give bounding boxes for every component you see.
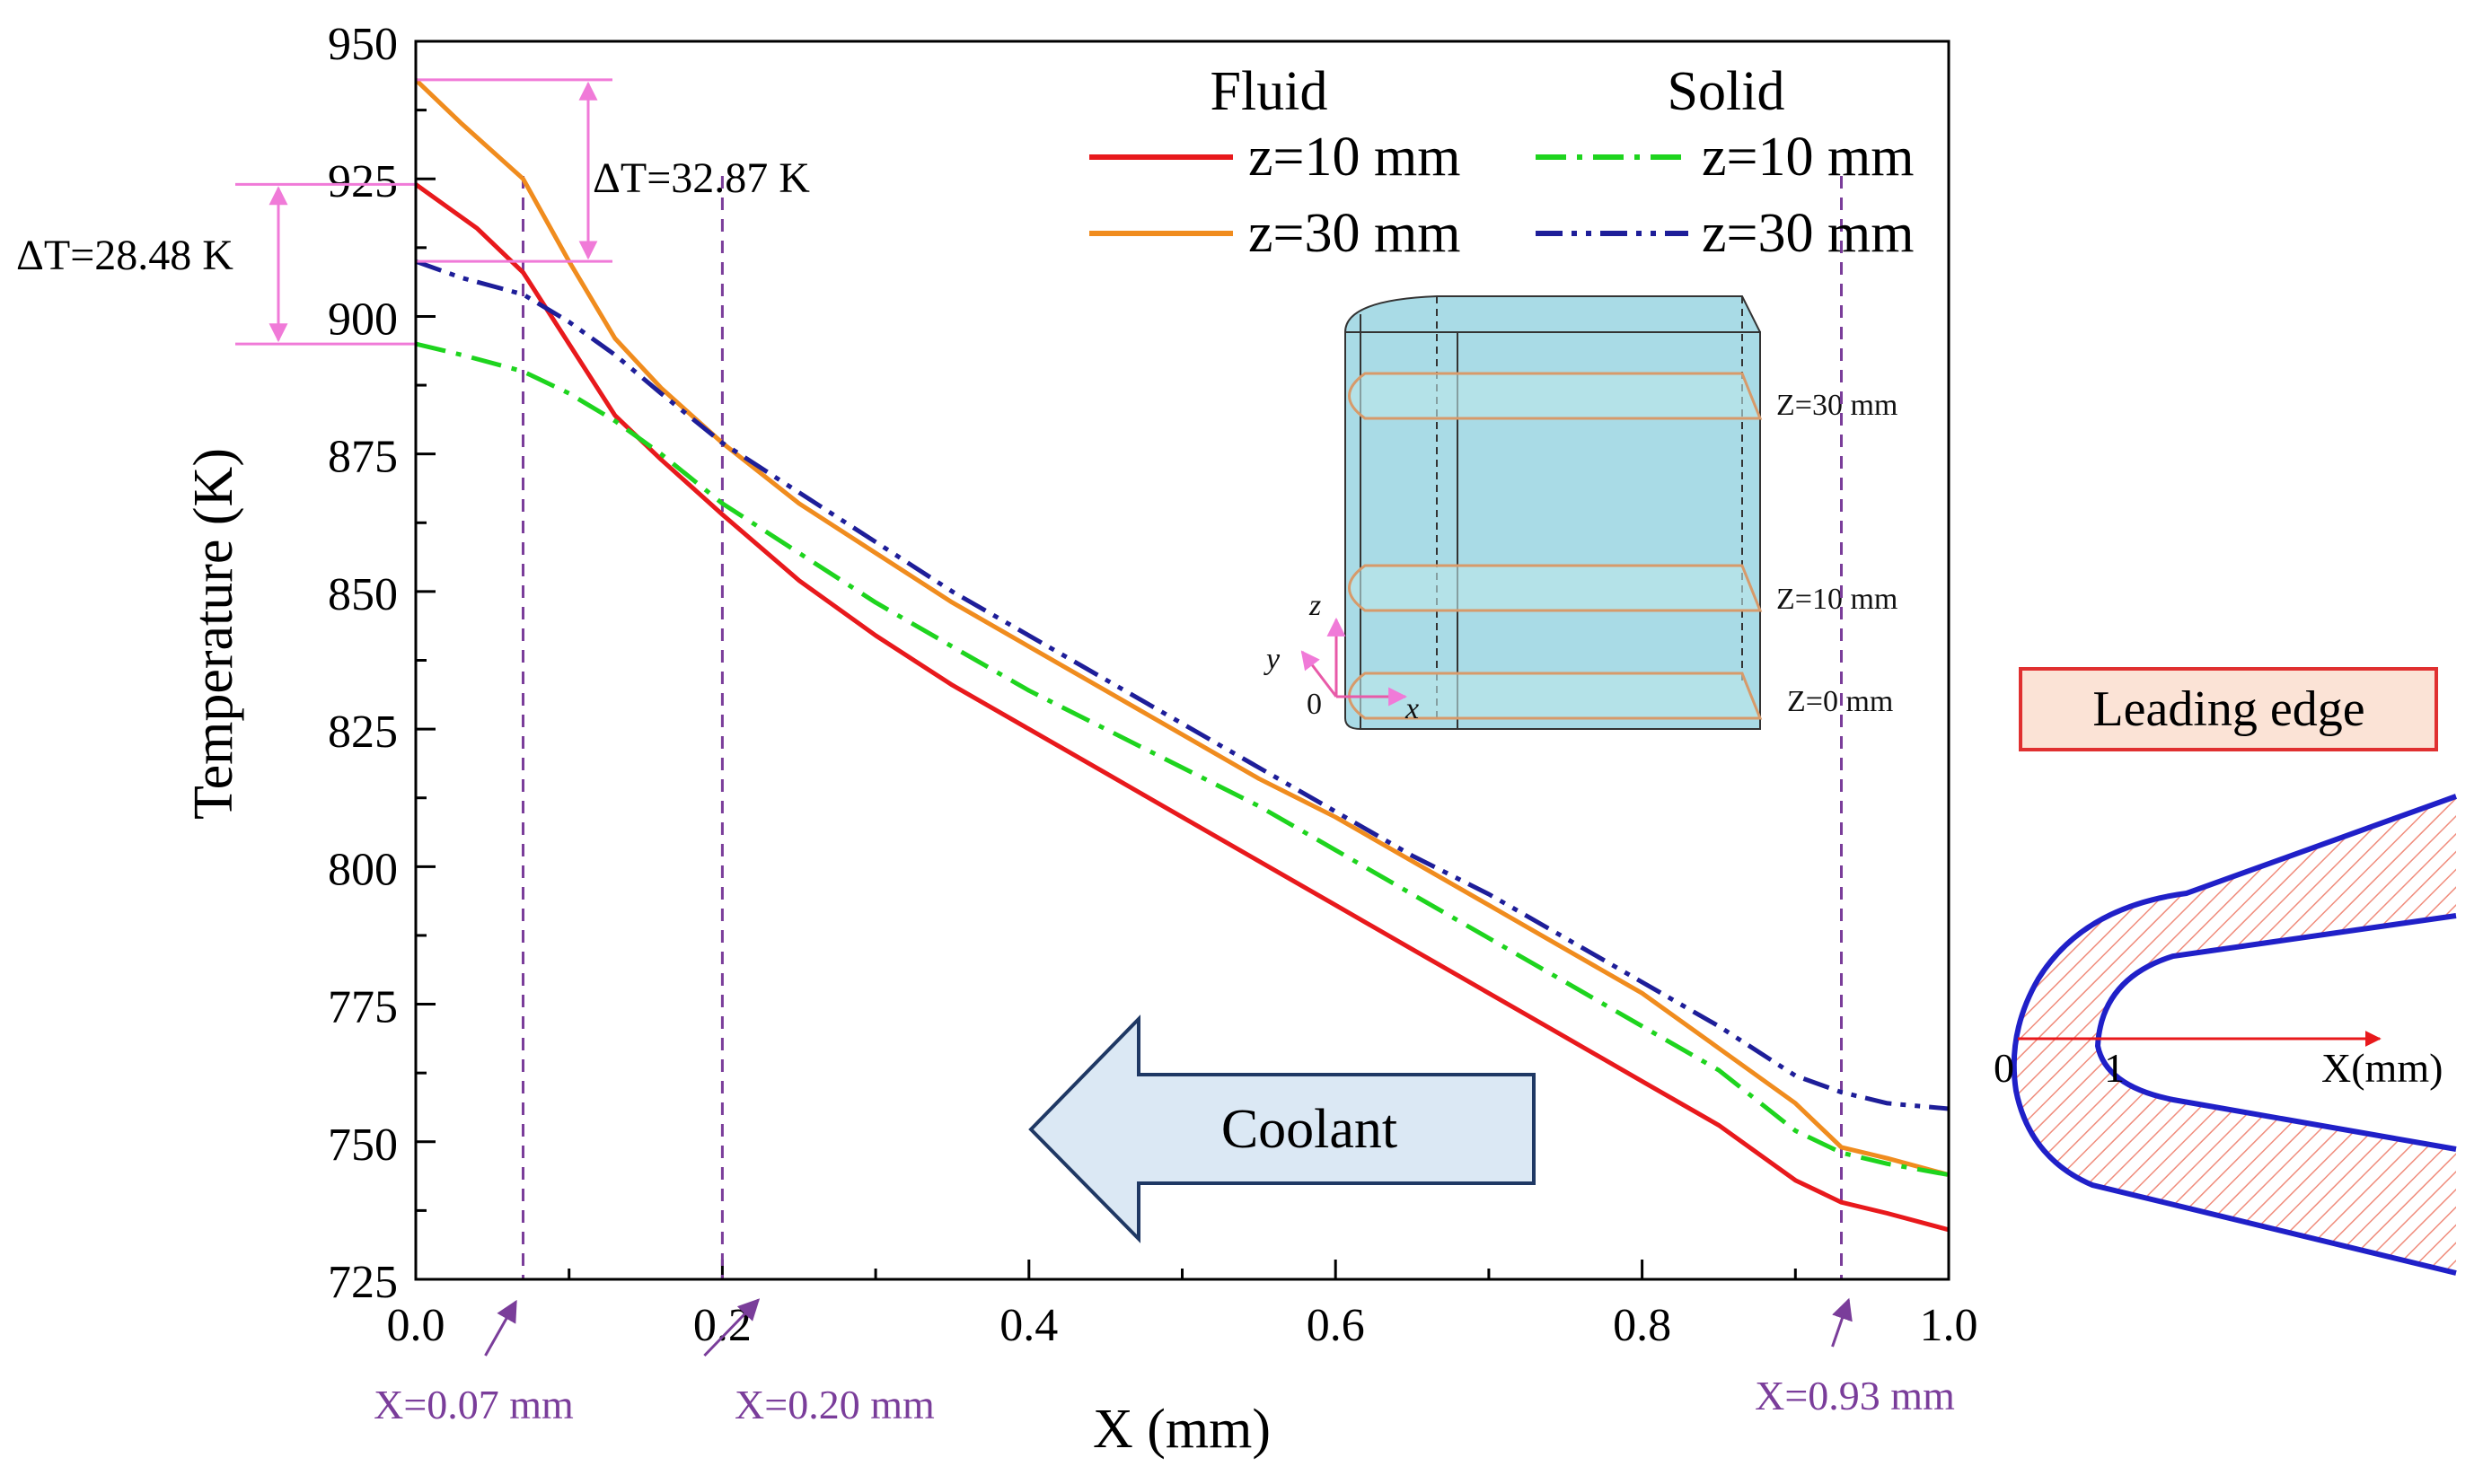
inset-axis-label: 0: [1307, 688, 1322, 721]
x-tick-label: 0.8: [1613, 1300, 1671, 1351]
inset-plane-z30: [1348, 372, 1763, 420]
series-line: [416, 259, 1949, 1111]
delta-t-label: ΔT=32.87 K: [593, 154, 810, 202]
x-tick-label: 0.4: [999, 1300, 1058, 1351]
inset-plane-label: Z=30 mm: [1776, 389, 1897, 422]
y-tick-label: 900: [328, 294, 398, 345]
inset-plane-z0: [1348, 672, 1763, 720]
legend-header-solid: Solid: [1668, 61, 1785, 122]
reference-label: X=0.93 mm: [1755, 1373, 1955, 1418]
y-tick-label: 875: [328, 432, 398, 483]
inset-plane-z10: [1348, 564, 1763, 612]
leading-edge-body: [2013, 796, 2456, 1273]
legend-label: z=10 mm: [1702, 127, 1914, 188]
x-tick-label: 0.2: [693, 1300, 752, 1351]
leading-edge-inner: [2094, 913, 2457, 1152]
y-tick-label: 925: [328, 156, 398, 207]
series-layer: [416, 78, 1949, 1233]
leading-edge-axis-label: X(mm): [2321, 1045, 2443, 1091]
delta-t-annotations: ΔT=32.87 K ΔT=28.48 K: [16, 78, 810, 346]
inset-geometry: Z=30 mm Z=10 mm Z=0 mm z y x 0: [1264, 295, 1897, 730]
x-tick-label: 0.6: [1307, 1300, 1365, 1351]
inset-block-face: [1345, 331, 1761, 729]
legend-label: z=30 mm: [1248, 203, 1460, 264]
leading-edge-outer: [2011, 794, 2458, 1276]
leading-edge-tick: 0: [1994, 1045, 2014, 1091]
y-tick-label: 775: [328, 982, 398, 1033]
legend-header-fluid: Fluid: [1211, 61, 1328, 122]
y-axis-ticks: 725 750 775 800 825 850 875 900 925 950: [328, 19, 436, 1308]
series-line: [416, 182, 1949, 1233]
coolant-label: Coolant: [1221, 1099, 1397, 1160]
x-tick-label: 0.0: [387, 1300, 445, 1351]
leading-edge-title: Leading edge: [2092, 681, 2364, 737]
x-tick-label: 1.0: [1920, 1300, 1978, 1351]
y-tick-label: 950: [328, 19, 398, 70]
series-line: [416, 341, 1949, 1178]
plot-frame: [414, 40, 1950, 1281]
reference-label: X=0.20 mm: [735, 1382, 935, 1427]
leading-edge-tick: 1: [2104, 1045, 2125, 1091]
y-tick-label: 725: [328, 1257, 398, 1308]
coolant-arrow: Coolant: [1028, 1014, 1536, 1243]
inset-plane-label: Z=10 mm: [1776, 583, 1897, 616]
legend-label: z=30 mm: [1702, 203, 1914, 264]
reference-label: X=0.07 mm: [374, 1382, 574, 1427]
reference-lines: X=0.07 mm X=0.20 mm X=0.93 mm: [374, 176, 1955, 1427]
legend: Fluid Solid z=10 mm z=30 mm z=10 mm z=30 mm: [1089, 61, 1914, 264]
inset-axis-label: x: [1404, 692, 1419, 725]
y-tick-label: 750: [328, 1120, 398, 1171]
series-line: [416, 78, 1949, 1178]
inset-axis-label: y: [1264, 643, 1281, 676]
leading-edge-panel: Leading edge 0 1 X(mm): [1994, 667, 2458, 1276]
reference-pointer: [1831, 1297, 1853, 1348]
y-tick-label: 800: [328, 844, 398, 895]
reference-pointer: [484, 1299, 517, 1357]
y-axis-label: Temperature (K): [183, 448, 244, 820]
inset-block: [1344, 295, 1761, 730]
x-axis-ticks: 0.0 0.2 0.4 0.6 0.8 1.0: [387, 1260, 1978, 1351]
inset-axis-label: z: [1308, 589, 1321, 622]
reference-pointer: [703, 1298, 761, 1357]
leading-edge-title-box: [2019, 667, 2438, 751]
delta-t-label: ΔT=28.48 K: [16, 232, 233, 279]
y-tick-label: 825: [328, 707, 398, 758]
legend-label: z=10 mm: [1248, 127, 1460, 188]
inset-axis-y: [1300, 650, 1338, 698]
x-axis-label: X (mm): [1093, 1399, 1271, 1460]
coolant-arrow-shape: [1028, 1014, 1536, 1243]
y-tick-label: 850: [328, 569, 398, 620]
